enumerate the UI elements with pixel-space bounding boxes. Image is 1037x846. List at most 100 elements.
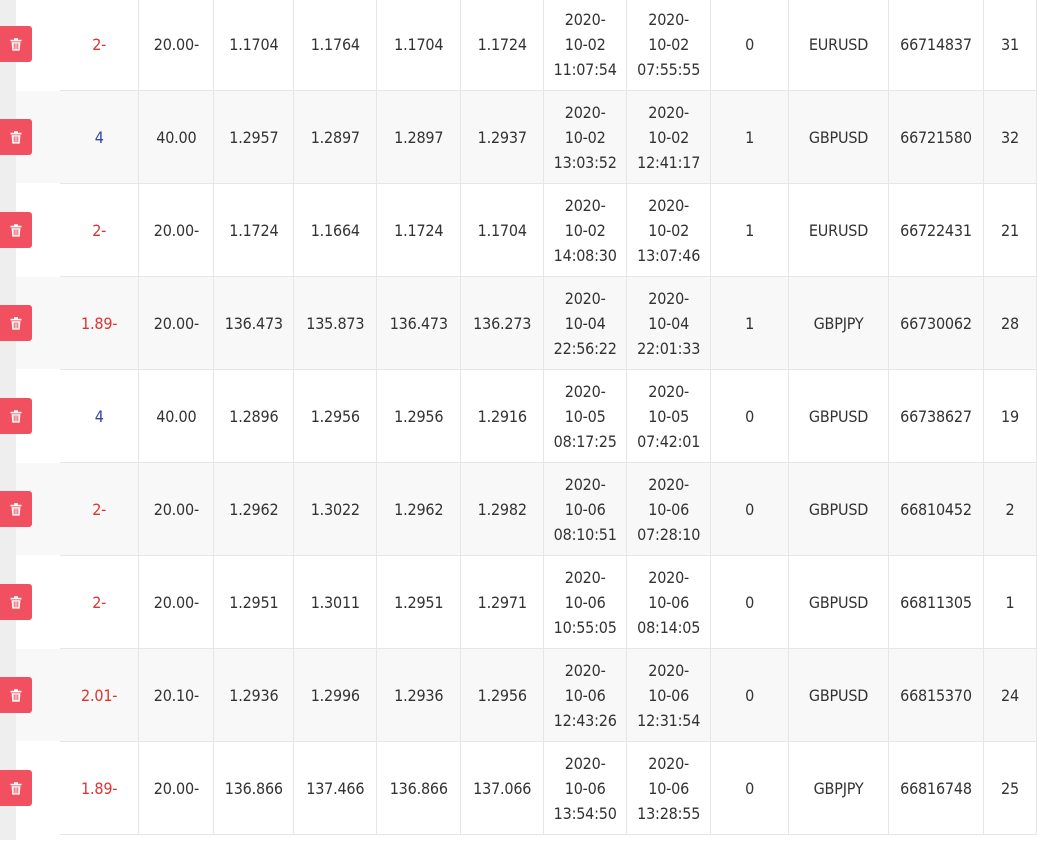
trash-icon <box>10 502 22 516</box>
type-value: 0 <box>745 778 755 798</box>
id-cell: 31 <box>983 0 1037 91</box>
symbol-value: GBPUSD <box>808 406 869 426</box>
id-value: 19 <box>1001 406 1019 426</box>
open-price-cell: 1.2962 <box>213 462 295 556</box>
delete-cell <box>0 276 60 370</box>
trash-icon <box>10 688 22 702</box>
ticket-value: 66722431 <box>900 220 972 240</box>
open-datetime-cell: 2020- 10-02 13:07:46 <box>626 183 712 277</box>
id-value: 31 <box>1001 34 1019 54</box>
delete-button[interactable] <box>0 212 32 248</box>
take-profit-value: 1.2936 <box>394 685 444 705</box>
close-price-value: 1.1704 <box>477 220 527 240</box>
open-month-day: 10-06 <box>648 499 690 519</box>
stop-loss-value: 1.2897 <box>310 127 360 147</box>
symbol-cell: EURUSD <box>788 0 889 91</box>
delete-button[interactable] <box>0 26 32 62</box>
type-cell: 0 <box>710 648 790 742</box>
close-datetime-cell: 2020- 10-06 12:43:26 <box>543 648 628 742</box>
open-price-value: 1.2957 <box>229 127 279 147</box>
close-datetime-cell: 2020- 10-02 14:08:30 <box>543 183 628 277</box>
delete-cell <box>0 0 60 91</box>
delete-cell <box>0 183 60 277</box>
open-month-day: 10-02 <box>648 34 690 54</box>
profit-value: 2- <box>92 34 107 54</box>
close-year: 2020- <box>564 9 606 29</box>
trash-icon <box>10 595 22 609</box>
open-month-day: 10-02 <box>648 127 690 147</box>
commission-value: 40.00 <box>156 127 197 147</box>
open-month-day: 10-02 <box>648 220 690 240</box>
delete-button[interactable] <box>0 119 32 155</box>
ticket-value: 66721580 <box>900 127 972 147</box>
take-profit-cell: 1.2936 <box>376 648 462 742</box>
id-cell: 24 <box>983 648 1037 742</box>
commission-value: 20.10- <box>153 685 199 705</box>
take-profit-value: 1.1704 <box>394 34 444 54</box>
profit-value: 4 <box>94 127 104 147</box>
delete-button[interactable] <box>0 398 32 434</box>
close-price-value: 136.273 <box>473 313 532 333</box>
type-cell: 1 <box>710 90 790 184</box>
trash-icon <box>10 781 22 795</box>
close-year: 2020- <box>564 381 606 401</box>
symbol-value: EURUSD <box>808 34 869 54</box>
delete-button[interactable] <box>0 491 32 527</box>
close-month-day: 10-02 <box>564 220 606 240</box>
stop-loss-cell: 1.2996 <box>293 648 378 742</box>
close-price-cell: 1.2916 <box>460 369 545 463</box>
open-month-day: 10-04 <box>648 313 690 333</box>
profit-value: 4 <box>94 406 104 426</box>
close-datetime-cell: 2020- 10-05 08:17:25 <box>543 369 628 463</box>
commission-value: 20.00- <box>153 778 199 798</box>
close-time: 12:43:26 <box>553 710 617 730</box>
close-datetime-cell: 2020- 10-02 11:07:54 <box>543 0 628 91</box>
open-time: 07:55:55 <box>637 59 701 79</box>
type-cell: 0 <box>710 741 790 835</box>
symbol-cell: GBPJPY <box>788 276 889 370</box>
type-value: 1 <box>745 127 755 147</box>
commission-cell: 40.00 <box>138 369 215 463</box>
close-month-day: 10-06 <box>564 778 606 798</box>
close-datetime-cell: 2020- 10-04 22:56:22 <box>543 276 628 370</box>
symbol-value: GBPUSD <box>808 592 869 612</box>
open-price-value: 1.2951 <box>229 592 279 612</box>
delete-button[interactable] <box>0 770 32 806</box>
id-cell: 19 <box>983 369 1037 463</box>
table-row: 1.89- 20.00- 136.866 137.466 136.866 137… <box>0 741 1037 835</box>
take-profit-cell: 1.2951 <box>376 555 462 649</box>
type-cell: 0 <box>710 462 790 556</box>
open-time: 08:14:05 <box>637 617 701 637</box>
stop-loss-value: 1.1664 <box>310 220 360 240</box>
close-month-day: 10-06 <box>564 592 606 612</box>
stop-loss-cell: 1.1764 <box>293 0 378 91</box>
ticket-cell: 66816748 <box>888 741 984 835</box>
take-profit-cell: 1.1704 <box>376 0 462 91</box>
stop-loss-value: 1.1764 <box>310 34 360 54</box>
delete-button[interactable] <box>0 677 32 713</box>
open-price-cell: 1.2896 <box>213 369 295 463</box>
commission-cell: 20.00- <box>138 462 215 556</box>
open-datetime-cell: 2020- 10-05 07:42:01 <box>626 369 712 463</box>
commission-cell: 20.00- <box>138 555 215 649</box>
close-year: 2020- <box>564 753 606 773</box>
open-year: 2020- <box>648 660 690 680</box>
delete-button[interactable] <box>0 305 32 341</box>
profit-cell: 2- <box>59 183 140 277</box>
symbol-cell: GBPUSD <box>788 369 889 463</box>
close-time: 14:08:30 <box>553 245 617 265</box>
open-price-cell: 1.2936 <box>213 648 295 742</box>
id-cell: 25 <box>983 741 1037 835</box>
close-price-cell: 137.066 <box>460 741 545 835</box>
close-price-value: 1.2937 <box>477 127 527 147</box>
commission-value: 20.00- <box>153 220 199 240</box>
take-profit-cell: 1.1724 <box>376 183 462 277</box>
stop-loss-cell: 1.3011 <box>293 555 378 649</box>
close-time: 13:54:50 <box>553 803 617 823</box>
open-datetime-cell: 2020- 10-06 13:28:55 <box>626 741 712 835</box>
delete-button[interactable] <box>0 584 32 620</box>
commission-value: 20.00- <box>153 592 199 612</box>
table-row: 2- 20.00- 1.1724 1.1664 1.1724 1.1704 20… <box>0 183 1037 277</box>
take-profit-value: 1.2962 <box>394 499 444 519</box>
